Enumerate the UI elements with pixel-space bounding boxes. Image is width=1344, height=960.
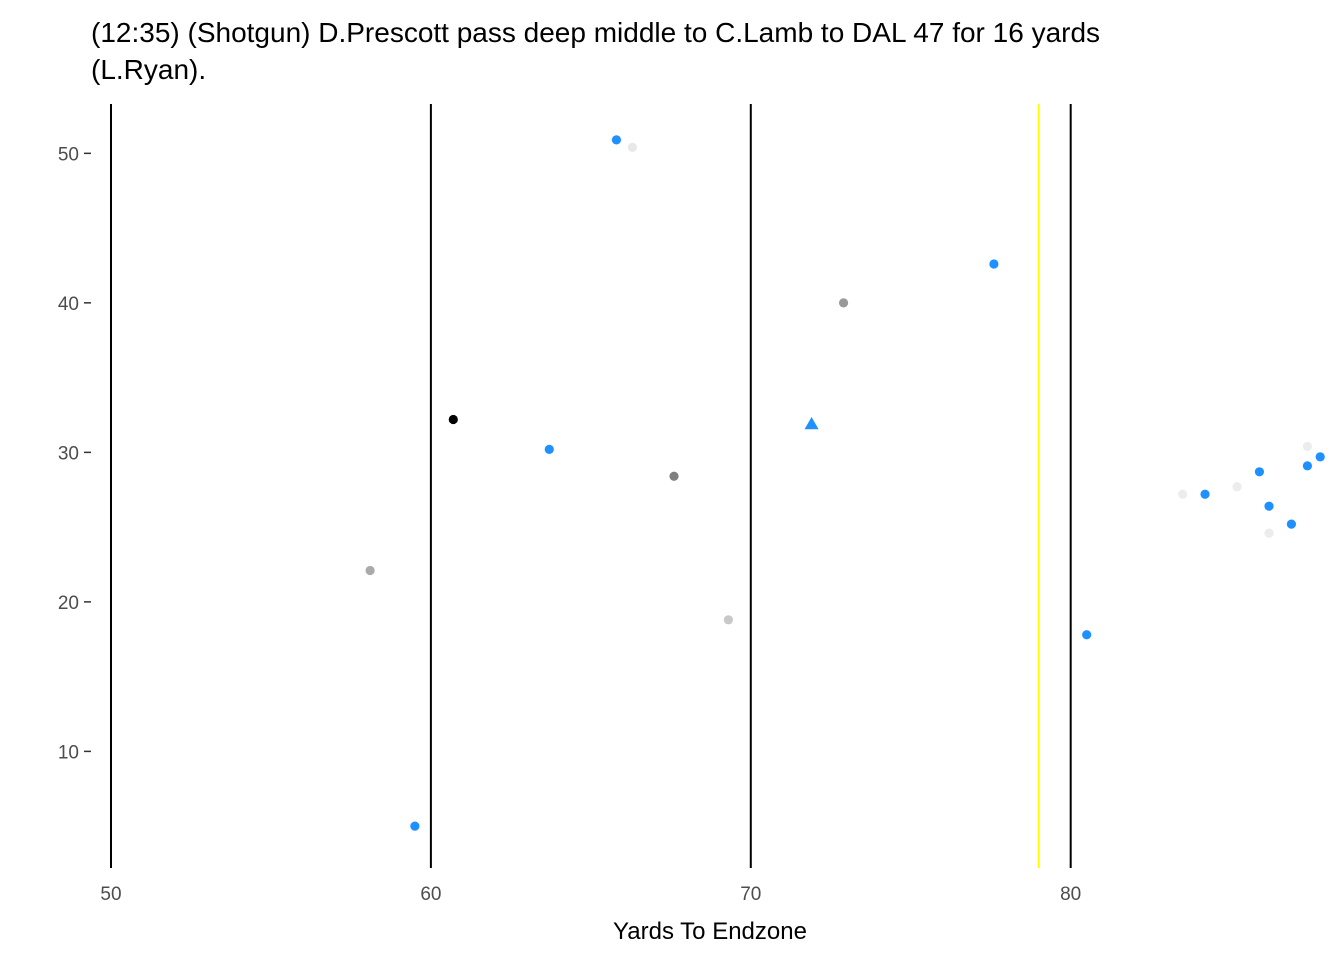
x-axis-title: Yards To Endzone	[613, 918, 807, 945]
title-line-1: (12:35) (Shotgun) D.Prescott pass deep m…	[91, 17, 1100, 48]
player-point-16	[1254, 467, 1265, 477]
x-tick-label-70: 70	[740, 884, 761, 905]
chart-title: (12:35) (Shotgun) D.Prescott pass deep m…	[91, 17, 1100, 85]
y-tick-label-40: 40	[58, 294, 79, 315]
player-point-22	[1315, 452, 1325, 462]
player-point-21	[1302, 461, 1313, 471]
player-point-14	[1200, 489, 1210, 499]
player-point-13	[1178, 489, 1188, 499]
player-point-20	[1302, 441, 1313, 451]
x-tick-label-50: 50	[100, 884, 121, 905]
player-point-8	[669, 471, 679, 481]
player-point-9	[365, 565, 375, 576]
player-markers	[365, 135, 1325, 831]
y-axis: 10 20 30 40 50	[58, 144, 91, 763]
player-point-2	[627, 142, 638, 152]
player-point-3	[989, 259, 999, 269]
player-point-15	[1232, 482, 1242, 492]
player-point-1	[611, 135, 622, 145]
player-point-12	[1082, 630, 1092, 640]
x-tick-label-60: 60	[420, 884, 441, 905]
y-tick-label-20: 20	[58, 593, 79, 614]
player-point-10	[723, 615, 733, 625]
y-tick-label-10: 10	[58, 742, 79, 763]
title-line-2: (L.Ryan).	[91, 54, 206, 85]
player-point-4	[838, 298, 849, 308]
player-point-19	[1286, 519, 1297, 529]
player-point-11	[410, 821, 420, 831]
yard-lines	[109, 104, 1072, 868]
player-point-17	[1264, 501, 1274, 511]
player-point-18	[1264, 528, 1274, 538]
ball-marker	[804, 416, 819, 430]
x-tick-label-80: 80	[1060, 884, 1081, 905]
x-axis: 50 60 70 80	[100, 884, 1081, 905]
y-tick-label-50: 50	[58, 144, 79, 165]
player-point-7	[544, 444, 554, 454]
y-tick-label-30: 30	[58, 443, 79, 464]
player-point-5	[448, 414, 458, 425]
